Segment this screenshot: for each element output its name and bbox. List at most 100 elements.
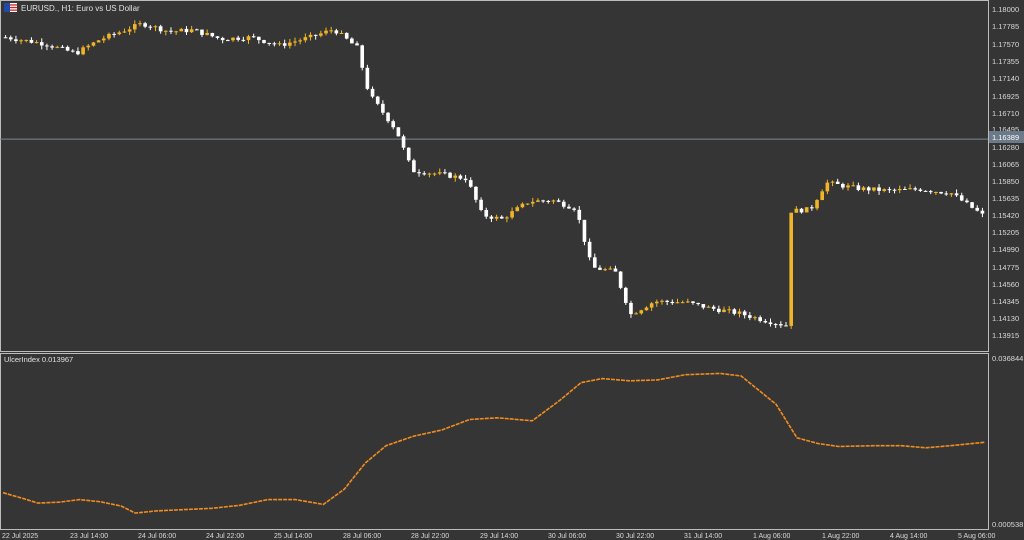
bear-candle <box>210 32 215 37</box>
bear-candle <box>463 178 468 181</box>
bull-candle <box>639 310 644 314</box>
price-tick-label: 1.17570 <box>992 40 1019 49</box>
bull-candle <box>530 201 535 204</box>
bear-candle <box>970 202 974 208</box>
bull-candle <box>830 181 835 183</box>
time-tick-label: 28 Jul 22:00 <box>411 533 449 540</box>
bear-candle <box>443 172 447 174</box>
price-tick-label: 1.16925 <box>992 92 1019 101</box>
price-pane-frame <box>0 0 989 352</box>
bear-candle <box>60 46 65 48</box>
bull-candle <box>293 41 297 43</box>
price-tick-label: 1.15420 <box>992 211 1019 220</box>
bear-candle <box>195 29 199 31</box>
bear-candle <box>169 30 173 32</box>
bull-candle <box>722 309 726 313</box>
bear-candle <box>577 209 582 220</box>
bear-candle <box>184 28 189 33</box>
bear-candle <box>220 37 225 41</box>
bull-candle <box>505 217 509 219</box>
bull-candle <box>324 30 328 34</box>
bear-candle <box>226 40 230 42</box>
bull-candle <box>737 311 742 314</box>
bear-candle <box>262 40 266 43</box>
bear-candle <box>3 37 8 39</box>
bear-candle <box>918 189 923 191</box>
bear-candle <box>691 301 695 303</box>
bear-candle <box>877 187 881 191</box>
bear-candle <box>241 39 246 41</box>
bull-candle <box>825 182 830 192</box>
bull-candle <box>288 42 292 46</box>
bear-candle <box>784 325 788 327</box>
bear-candle <box>355 43 359 46</box>
bull-candle <box>231 37 235 41</box>
indicator-axis-top-label: 0.036844 <box>992 354 1023 363</box>
bear-candle <box>913 188 918 190</box>
time-tick-label: 23 Jul 14:00 <box>70 533 108 540</box>
bull-candle <box>319 33 323 36</box>
bull-candle <box>453 175 458 178</box>
price-tick-label: 1.15205 <box>992 228 1019 237</box>
bear-candle <box>944 193 949 195</box>
bull-candle <box>649 303 654 308</box>
bear-candle <box>370 88 375 97</box>
bear-candle <box>396 127 401 137</box>
bull-candle <box>34 42 39 44</box>
bear-candle <box>939 191 943 194</box>
bear-candle <box>742 311 747 316</box>
price-tick-label: 1.14130 <box>992 314 1019 323</box>
bear-candle <box>365 67 370 89</box>
flag-icon <box>4 3 17 12</box>
bear-candle <box>334 30 339 34</box>
bear-candle <box>546 200 551 202</box>
bull-candle <box>153 26 158 28</box>
price-tick-label: 1.17785 <box>992 22 1019 31</box>
bear-candle <box>148 26 153 28</box>
time-tick-label: 29 Jul 14:00 <box>480 533 518 540</box>
bull-candle <box>644 307 649 311</box>
bull-candle <box>510 211 514 218</box>
bear-candle <box>484 209 489 217</box>
bull-candle <box>107 33 111 39</box>
bull-candle <box>122 31 127 33</box>
price-tick-label: 1.14775 <box>992 263 1019 272</box>
bear-candle <box>499 216 504 219</box>
bear-candle <box>386 112 390 122</box>
bull-candle <box>949 193 954 195</box>
bear-candle <box>468 180 473 187</box>
bear-candle <box>701 304 706 308</box>
time-tick-label: 24 Jul 22:00 <box>206 533 244 540</box>
bull-candle <box>520 203 525 208</box>
bear-candle <box>954 193 959 196</box>
price-tick-label: 1.14345 <box>992 297 1019 306</box>
bull-candle <box>329 30 334 32</box>
bull-candle <box>851 185 856 187</box>
price-tick-label: 1.18000 <box>992 5 1019 14</box>
bull-candle <box>872 187 876 191</box>
bear-candle <box>768 322 773 325</box>
bear-candle <box>474 186 478 200</box>
bull-candle <box>96 40 101 43</box>
bear-candle <box>417 172 421 174</box>
bull-candle <box>706 306 711 308</box>
bull-candle <box>138 23 142 25</box>
bull-candle <box>515 207 520 212</box>
bull-candle <box>660 300 664 302</box>
bear-candle <box>841 183 845 188</box>
bear-candle <box>572 208 576 210</box>
price-tick-label: 1.16065 <box>992 160 1019 169</box>
bull-candle <box>132 24 137 30</box>
bear-candle <box>360 45 365 68</box>
bull-candle <box>634 313 638 315</box>
bull-candle <box>308 34 313 38</box>
bull-candle <box>163 30 168 32</box>
bear-candle <box>350 38 354 44</box>
time-tick-label: 1 Aug 06:00 <box>753 533 790 540</box>
bear-candle <box>582 219 587 242</box>
time-tick-label: 25 Jul 14:00 <box>274 533 312 540</box>
bear-candle <box>344 32 349 39</box>
bear-candle <box>479 199 483 210</box>
bear-candle <box>892 189 897 191</box>
